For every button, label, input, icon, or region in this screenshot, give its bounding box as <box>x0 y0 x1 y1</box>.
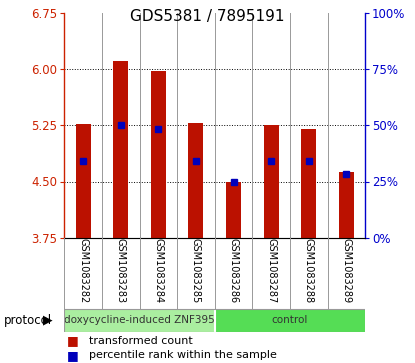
Bar <box>64 309 215 332</box>
Text: GSM1083288: GSM1083288 <box>304 238 314 303</box>
Text: GDS5381 / 7895191: GDS5381 / 7895191 <box>130 9 285 24</box>
Bar <box>264 125 279 238</box>
Text: GSM1083285: GSM1083285 <box>191 238 201 303</box>
Bar <box>113 61 128 238</box>
Bar <box>301 129 316 238</box>
Text: ■: ■ <box>66 349 78 362</box>
Bar <box>226 182 241 238</box>
Text: GSM1083283: GSM1083283 <box>116 238 126 303</box>
Text: transformed count: transformed count <box>89 336 193 346</box>
Text: GSM1083284: GSM1083284 <box>154 238 164 303</box>
Text: GSM1083286: GSM1083286 <box>229 238 239 303</box>
Text: GSM1083282: GSM1083282 <box>78 238 88 303</box>
Bar <box>339 172 354 238</box>
Text: ■: ■ <box>66 334 78 347</box>
Text: GSM1083287: GSM1083287 <box>266 238 276 303</box>
Text: GSM1083289: GSM1083289 <box>342 238 352 303</box>
Bar <box>76 124 90 238</box>
Text: percentile rank within the sample: percentile rank within the sample <box>89 350 277 360</box>
Text: doxycycline-induced ZNF395: doxycycline-induced ZNF395 <box>64 315 215 325</box>
Bar <box>215 309 365 332</box>
Text: control: control <box>272 315 308 325</box>
Text: ▶: ▶ <box>43 314 53 327</box>
Bar <box>188 123 203 238</box>
Bar <box>151 71 166 238</box>
Text: protocol: protocol <box>4 314 52 327</box>
